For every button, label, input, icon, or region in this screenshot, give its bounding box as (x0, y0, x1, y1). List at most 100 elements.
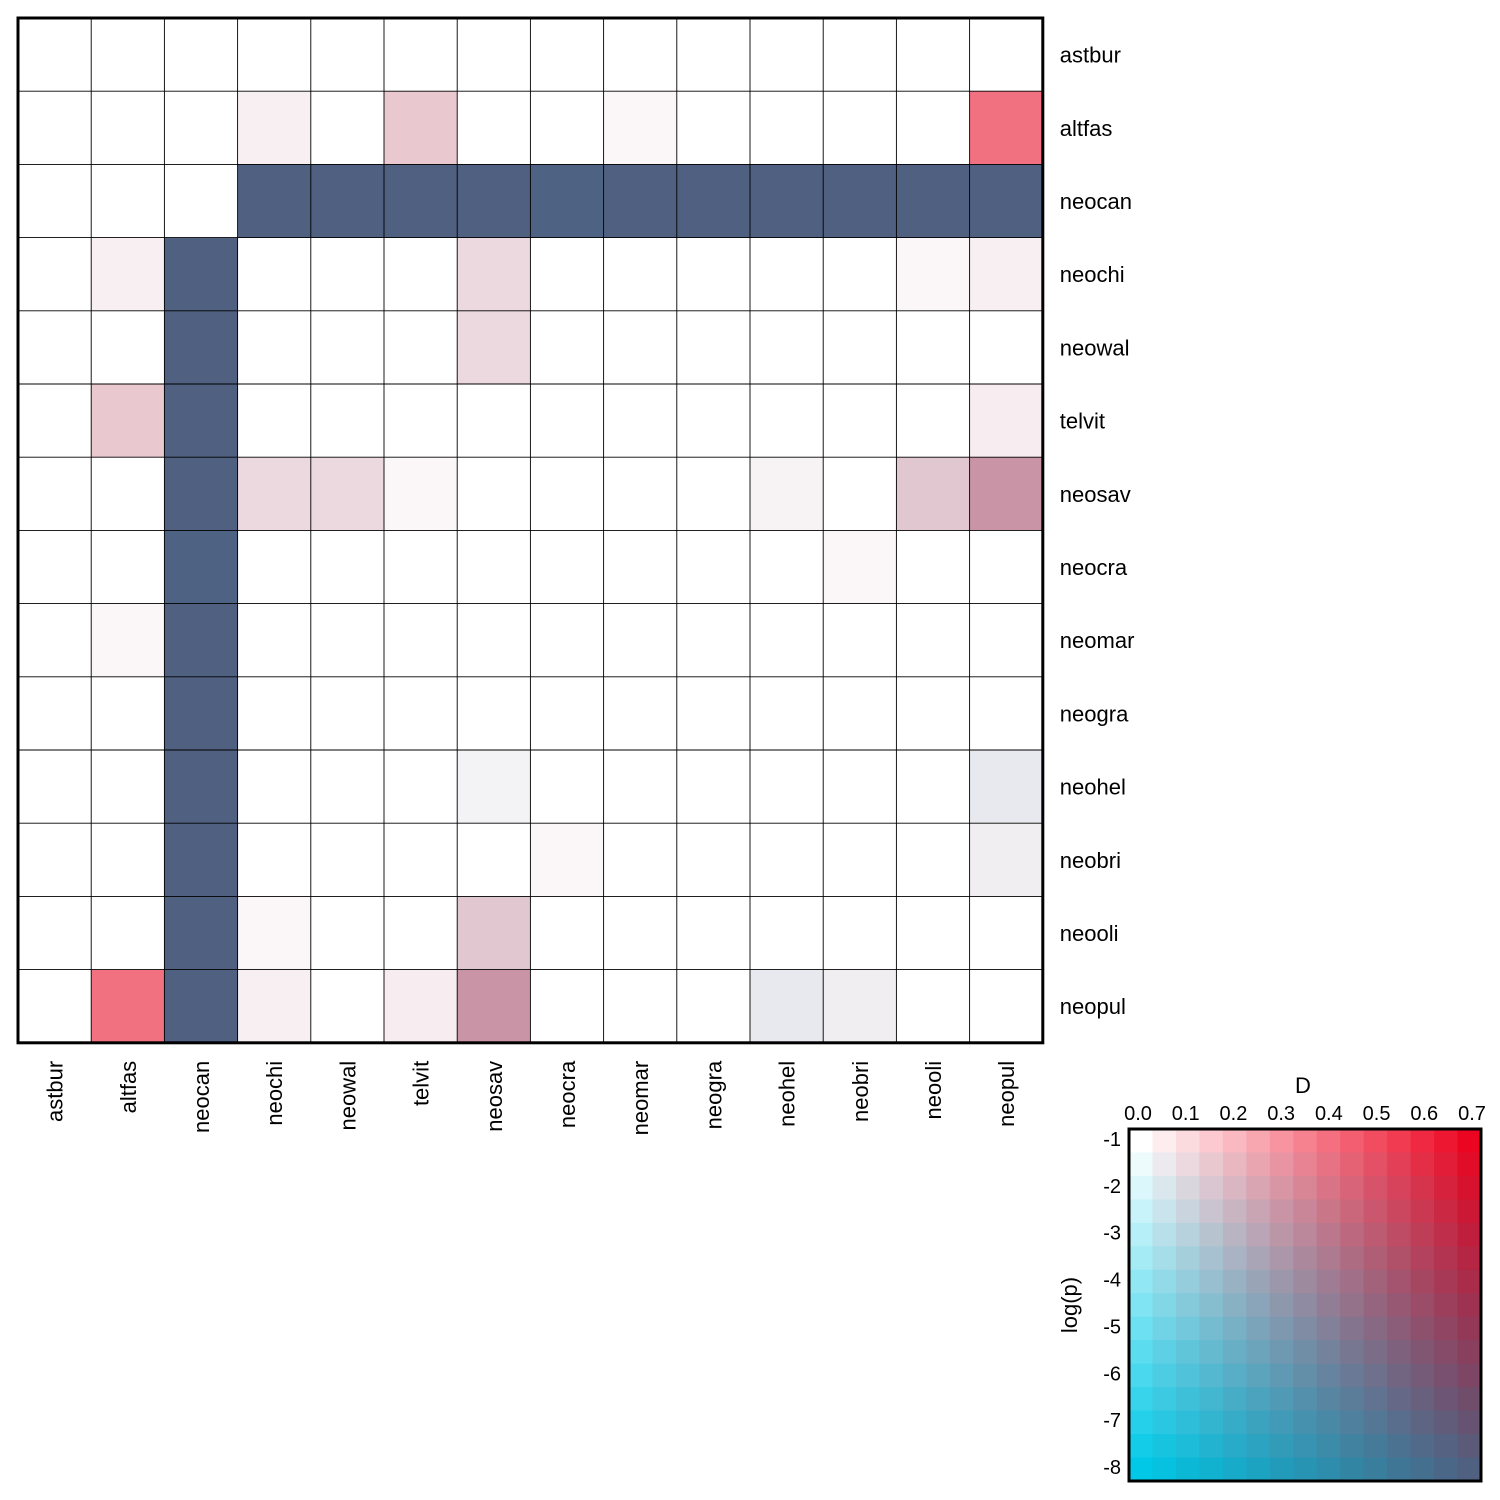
legend-cell (1129, 1316, 1153, 1341)
cell-neochi-neohel (750, 237, 824, 311)
cell-neobri-neocan (164, 823, 238, 897)
legend-cell (1340, 1269, 1365, 1294)
column-label-neocra: neocra (555, 1060, 580, 1128)
legend-cell (1246, 1434, 1271, 1459)
legend-cell (1152, 1129, 1177, 1153)
cell-astbur-neooli (896, 18, 970, 92)
legend-cell (1246, 1387, 1271, 1412)
legend-cell (1269, 1387, 1294, 1412)
legend-cell (1129, 1293, 1153, 1318)
cell-neopul-neopul (969, 969, 1043, 1043)
legend-y-ticks: -1 -2 -3 -4 -5 -6 -7 -8 (1103, 1129, 1121, 1479)
legend-cell (1363, 1222, 1388, 1247)
legend-cell (1129, 1222, 1153, 1247)
cell-neomar-neopul (969, 603, 1043, 677)
legend-cell (1363, 1129, 1388, 1153)
cell-neowal-astbur (18, 310, 92, 384)
legend-cell (1175, 1316, 1200, 1341)
cell-neohel-neomar (603, 750, 677, 824)
legend-cell (1410, 1387, 1435, 1412)
cell-neowal-neobri (823, 310, 897, 384)
column-label-neosav: neosav (482, 1061, 507, 1132)
row-label-altfas: altfas (1060, 116, 1113, 141)
cell-neobri-astbur (18, 823, 92, 897)
legend-cell (1434, 1269, 1459, 1294)
cell-neochi-neogra (676, 237, 750, 311)
cell-neooli-neohel (750, 896, 824, 970)
cell-neochi-neobri (823, 237, 897, 311)
legend-cell (1434, 1293, 1459, 1318)
legend-cell (1246, 1410, 1271, 1435)
legend-cell (1316, 1175, 1341, 1200)
legend-cell (1129, 1152, 1153, 1177)
cell-neogra-telvit (384, 676, 458, 750)
legend-cell (1387, 1269, 1412, 1294)
legend-cell (1434, 1316, 1459, 1341)
legend-cell (1434, 1340, 1459, 1365)
legend-cell (1410, 1129, 1435, 1153)
legend-cell (1363, 1434, 1388, 1459)
cell-neosav-neocan (164, 457, 238, 531)
cell-neosav-neocra (530, 457, 604, 531)
cell-neosav-altfas (91, 457, 165, 531)
legend-cell (1199, 1363, 1224, 1388)
cell-neomar-neocra (530, 603, 604, 677)
row-label-neooli: neooli (1060, 921, 1119, 946)
legend-cell (1410, 1457, 1435, 1482)
cell-neohel-neochi (237, 750, 311, 824)
cell-neocan-neogra (676, 164, 750, 238)
legend-cell (1434, 1175, 1459, 1200)
legend-x-tick: 0.3 (1267, 1103, 1295, 1125)
legend-cell (1363, 1410, 1388, 1435)
legend-cell (1363, 1340, 1388, 1365)
legend-cell (1199, 1175, 1224, 1200)
cell-astbur-neohel (750, 18, 824, 92)
legend-cell (1410, 1152, 1435, 1177)
cell-neomar-altfas (91, 603, 165, 677)
cell-neobri-neomar (603, 823, 677, 897)
cell-neocan-neopul (969, 164, 1043, 238)
column-label-neowal: neowal (335, 1061, 360, 1131)
legend-cell (1316, 1293, 1341, 1318)
cell-neopul-neogra (676, 969, 750, 1043)
cell-neocra-neobri (823, 530, 897, 604)
legend-cells (1129, 1129, 1482, 1482)
cell-astbur-neobri (823, 18, 897, 92)
cell-telvit-neochi (237, 384, 311, 458)
legend-y-tick: -5 (1103, 1316, 1121, 1338)
legend-cell (1410, 1175, 1435, 1200)
legend-x-tick: 0.6 (1410, 1103, 1438, 1125)
cell-neooli-neooli (896, 896, 970, 970)
legend-cell (1410, 1199, 1435, 1224)
legend-cell (1434, 1410, 1459, 1435)
legend-cell (1293, 1152, 1318, 1177)
legend-cell (1269, 1175, 1294, 1200)
cell-neopul-telvit (384, 969, 458, 1043)
legend-x-tick: 0.2 (1220, 1103, 1248, 1125)
legend-cell (1246, 1316, 1271, 1341)
legend-cell (1410, 1222, 1435, 1247)
legend-cell (1434, 1457, 1459, 1482)
legend-cell (1199, 1316, 1224, 1341)
cell-neogra-neopul (969, 676, 1043, 750)
legend-cell (1269, 1129, 1294, 1153)
row-label-neopul: neopul (1060, 994, 1126, 1019)
cell-telvit-altfas (91, 384, 165, 458)
row-label-neowal: neowal (1060, 335, 1130, 360)
legend-cell (1129, 1410, 1153, 1435)
legend-cell (1434, 1152, 1459, 1177)
cell-neooli-astbur (18, 896, 92, 970)
legend-cell (1316, 1316, 1341, 1341)
legend-cell (1152, 1199, 1177, 1224)
heatmap-cells (18, 18, 1043, 1043)
cell-neooli-telvit (384, 896, 458, 970)
legend-cell (1387, 1129, 1412, 1153)
cell-neobri-neopul (969, 823, 1043, 897)
legend-cell (1363, 1246, 1388, 1271)
legend-cell (1175, 1340, 1200, 1365)
cell-neomar-telvit (384, 603, 458, 677)
cell-altfas-neomar (603, 91, 677, 165)
legend-cell (1387, 1387, 1412, 1412)
row-label-neomar: neomar (1060, 628, 1135, 653)
legend-cell (1222, 1246, 1247, 1271)
